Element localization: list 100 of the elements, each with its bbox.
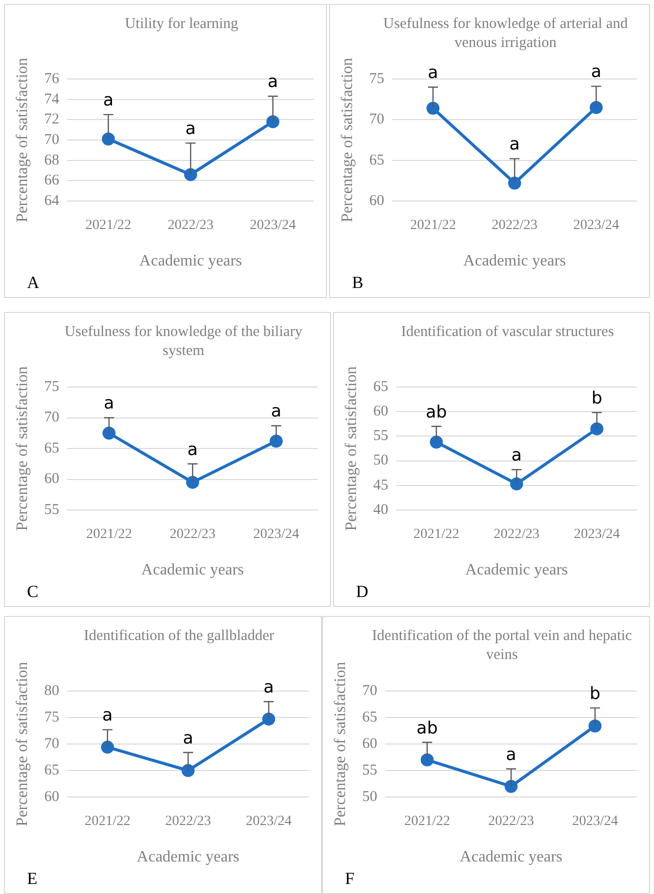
y-tick-label: 66 xyxy=(44,172,60,189)
annotation: a xyxy=(270,402,282,422)
text: F xyxy=(345,869,354,889)
x-tick-label: 2022/23 xyxy=(165,814,212,830)
annotation: a xyxy=(428,63,438,84)
chart-title: Identification of the gallbladder xyxy=(82,627,276,646)
y-tick-label: 60 xyxy=(44,471,60,488)
x-tick-label: 2021/22 xyxy=(84,814,130,830)
annotation: a xyxy=(104,394,114,414)
point xyxy=(182,764,195,777)
y-tick-label: 70 xyxy=(369,112,384,128)
y-tick-label: 60 xyxy=(362,736,378,752)
y-tick-label: 55 xyxy=(362,762,378,778)
annotation: b xyxy=(590,684,600,704)
x-tick-label: 2022/23 xyxy=(494,527,540,542)
y-tick-label: 80 xyxy=(44,682,60,699)
annotation: a xyxy=(182,728,194,748)
text: C xyxy=(27,582,38,602)
point xyxy=(184,168,198,182)
y-tick-label: 76 xyxy=(44,70,60,87)
point xyxy=(266,115,280,128)
point xyxy=(262,712,276,726)
annotation: a xyxy=(102,706,113,726)
point xyxy=(101,740,114,754)
annotation: a xyxy=(268,72,278,92)
chart-title: Utility for learning xyxy=(124,15,240,34)
x-axis-title: Academic years xyxy=(139,252,242,270)
y-tick-label: 65 xyxy=(373,378,388,395)
x-tick-label: 2023/24 xyxy=(253,527,300,542)
point xyxy=(508,176,522,190)
y-axis-title: Percentage of satisfaction xyxy=(332,662,349,826)
point xyxy=(590,100,603,114)
y-axis-title: Percentage of satisfaction xyxy=(338,58,356,222)
y-tick-label: 68 xyxy=(44,152,60,168)
y-tick-label: 70 xyxy=(362,682,378,699)
point xyxy=(270,434,283,448)
point xyxy=(102,132,115,146)
x-tick-label: 2023/24 xyxy=(250,218,296,234)
y-tick-label: 75 xyxy=(369,70,384,87)
point xyxy=(510,477,524,490)
x-axis-title: Academic years xyxy=(136,848,240,866)
x-tick-label: 2022/23 xyxy=(488,814,534,830)
y-tick-label: 72 xyxy=(44,112,60,128)
y-tick-label: 50 xyxy=(373,452,388,469)
y-axis-title: Percentage of satisfaction xyxy=(342,366,360,531)
chart-title: Identification of vascular structures xyxy=(400,323,615,342)
chart-title: Identification of the portal vein and hepatic veins xyxy=(371,627,633,665)
point xyxy=(420,753,434,766)
x-tick-label: 2021/22 xyxy=(85,218,132,234)
x-tick-label: 2021/22 xyxy=(86,527,132,542)
annotation: a xyxy=(590,62,602,82)
annotation: a xyxy=(263,678,274,698)
x-tick-label: 2023/24 xyxy=(573,218,620,234)
annotation: a xyxy=(506,744,516,765)
x-tick-label: 2023/24 xyxy=(574,527,620,542)
chart-title: Usefulness for knowledge of arterial and venous irrigation xyxy=(382,15,629,53)
x-tick-label: 2022/23 xyxy=(168,218,214,234)
point xyxy=(102,426,116,440)
annotation: ab xyxy=(416,718,438,738)
text: D xyxy=(356,582,368,602)
x-tick-label: 2022/23 xyxy=(492,218,538,234)
y-tick-label: 55 xyxy=(373,428,388,444)
y-tick-label: 65 xyxy=(44,762,60,778)
annotation: a xyxy=(187,440,198,460)
text: B xyxy=(352,273,364,293)
point xyxy=(426,102,440,115)
x-tick-label: 2021/22 xyxy=(413,527,460,542)
y-tick-label: 60 xyxy=(44,788,60,805)
annotation: ab xyxy=(426,402,447,422)
y-tick-label: 60 xyxy=(373,404,388,420)
annotation: a xyxy=(103,90,114,111)
point xyxy=(590,422,604,436)
chart-title: Usefulness for knowledge of the biliary system xyxy=(64,323,304,361)
y-tick-label: 75 xyxy=(44,709,60,726)
x-tick-label: 2021/22 xyxy=(410,218,456,234)
y-tick-label: 50 xyxy=(362,788,378,805)
y-tick-label: 45 xyxy=(373,477,388,494)
x-axis-title: Academic years xyxy=(460,848,562,866)
y-tick-label: 65 xyxy=(44,440,60,456)
y-tick-label: 65 xyxy=(369,152,384,168)
annotation: a xyxy=(511,446,522,466)
y-tick-label: 75 xyxy=(44,378,60,395)
text: E xyxy=(27,869,38,889)
x-tick-label: 2023/24 xyxy=(246,814,292,830)
y-tick-label: 55 xyxy=(44,502,60,518)
y-tick-label: 70 xyxy=(44,132,60,148)
point xyxy=(588,719,602,732)
y-axis-title: Percentage of satisfaction xyxy=(14,58,31,222)
point xyxy=(186,476,200,489)
annotation: b xyxy=(591,388,602,409)
y-axis-title: Percentage of satisfaction xyxy=(14,662,31,826)
annotation: a xyxy=(509,134,520,155)
x-axis-title: Academic years xyxy=(463,252,566,270)
y-tick-label: 70 xyxy=(44,736,60,752)
y-tick-label: 40 xyxy=(373,502,388,518)
point xyxy=(430,436,443,449)
x-axis-title: Academic years xyxy=(141,562,244,579)
point xyxy=(504,780,518,793)
y-tick-label: 60 xyxy=(369,192,384,209)
annotation: a xyxy=(185,118,196,139)
